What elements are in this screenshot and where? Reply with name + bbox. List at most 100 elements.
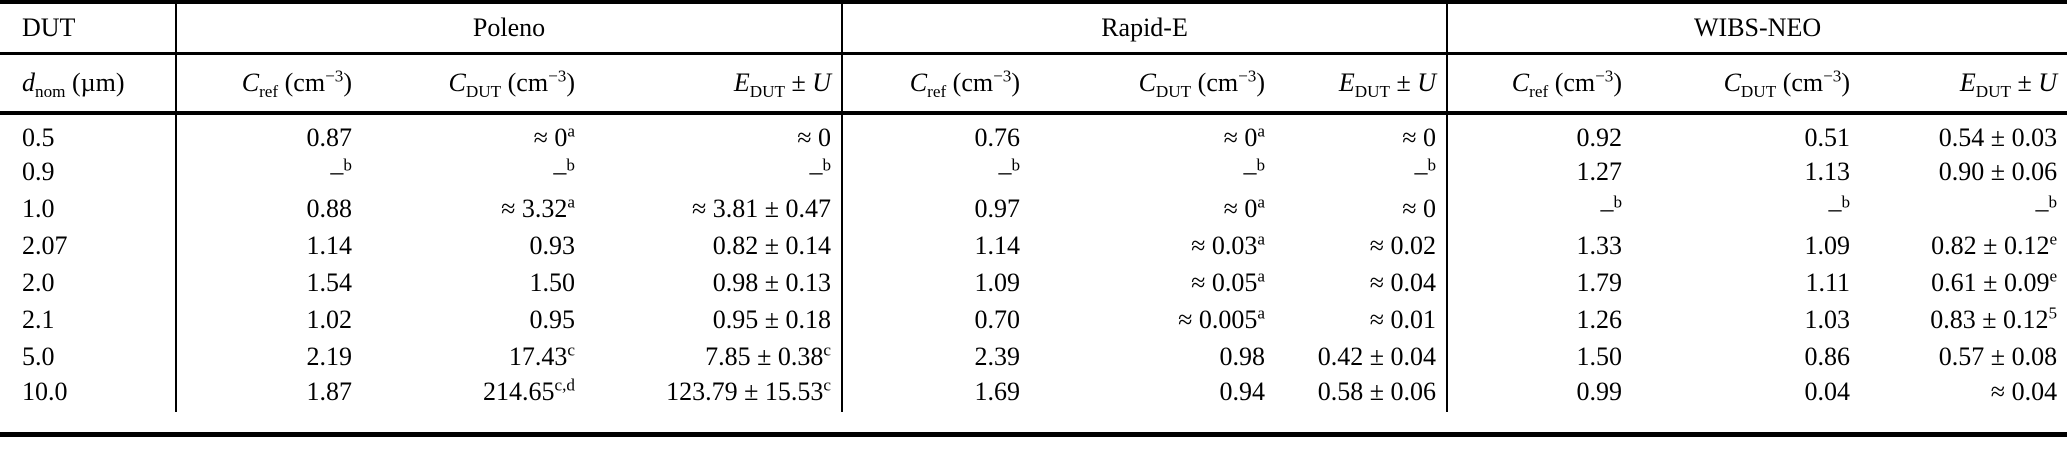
value-cell: 123.79 ± 15.53c (666, 374, 832, 406)
results-table: DUT Poleno Rapid-E WIBS-NEO dnom (µm) Cr… (0, 0, 2067, 412)
value-cell: 0.83 ± 0.125 (1930, 302, 2058, 334)
value-cell: ≈ 0.05a (1191, 265, 1266, 297)
value-cell: ≈ 0.04 (1369, 267, 1437, 297)
value-cell: 0.76 (841, 113, 1031, 153)
value-cell: 1.03 (1804, 304, 1851, 334)
value-cell: 0.97 (841, 190, 1031, 227)
column-header-dnom: dnom (µm) (0, 53, 176, 115)
value-cell: 1.09 (841, 264, 1031, 301)
value-cell: 0.94 (1219, 376, 1266, 406)
row-label-cell: 0.5 (22, 123, 55, 152)
column-header-cdut: CDUT (cm−3) (1632, 53, 1861, 115)
value-cell: 1.11 (1805, 267, 1851, 297)
value-cell: 1.14 (175, 227, 362, 264)
row-label-cell: 2.0 (22, 267, 55, 297)
value-cell: 0.93 (529, 230, 576, 260)
value-cell: 7.85 ± 0.38c (705, 339, 832, 371)
value-cell: 0.58 ± 0.06 (1317, 376, 1437, 406)
table-row: 10.0 1.87 214.65c,d 123.79 ± 15.53c 1.69 0.94… (0, 375, 2067, 412)
row-label-cell: 5.0 (22, 341, 55, 371)
value-cell: ≈ 0a (1223, 121, 1266, 152)
value-cell: 17.43c (508, 339, 575, 371)
value-cell: 0.92 (1446, 113, 1633, 153)
value-cell: 1.69 (841, 375, 1031, 412)
column-header-cref: Cref (cm−3) (1446, 53, 1633, 115)
group-header-wibs-neo: WIBS-NEO (1446, 2, 2067, 55)
value-cell: 1.27 (1446, 153, 1633, 190)
table-row: 1.0 0.88 ≈ 3.32a ≈ 3.81 ± 0.47 0.97 ≈ 0a ≈ 0 –b… (0, 190, 2067, 227)
value-cell: ≈ 0a (1223, 191, 1266, 223)
column-header-edut: EDUT ± U (585, 53, 843, 115)
column-header-row: dnom (µm) Cref (cm−3) CDUT (cm−3) EDUT ±… (0, 53, 2067, 115)
value-cell: 0.98 ± 0.13 (712, 267, 832, 297)
group-header-rapid-e: Rapid-E (841, 2, 1448, 55)
value-cell: –b (1414, 154, 1437, 186)
value-cell: 0.90 ± 0.06 (1938, 156, 2058, 186)
value-cell: ≈ 0.03a (1191, 228, 1266, 260)
value-cell: 1.14 (841, 227, 1031, 264)
value-cell: 1.50 (529, 267, 576, 297)
value-cell: 0.54 ± 0.03 (1938, 123, 2058, 152)
column-header-cref: Cref (cm−3) (841, 53, 1031, 115)
value-cell: 0.57 ± 0.08 (1938, 341, 2058, 371)
table-header: DUT Poleno Rapid-E WIBS-NEO dnom (µm) Cr… (0, 2, 2067, 115)
table-row: 0.9 –b –b –b –b –b –b 1.27 1.13 0.90 ± 0.06 (0, 153, 2067, 190)
value-cell: 0.82 ± 0.12e (1931, 228, 2058, 260)
value-cell: 2.39 (841, 338, 1031, 375)
value-cell: 1.26 (1446, 301, 1633, 338)
value-cell: 0.04 (1804, 376, 1851, 406)
value-cell: ≈ 0 (1402, 193, 1437, 223)
value-cell: –b (553, 154, 575, 186)
table-row: 5.0 2.19 17.43c 7.85 ± 0.38c 2.39 0.98 0.42 ± … (0, 338, 2067, 375)
value-cell: 0.98 (1219, 341, 1266, 371)
row-label-cell: 10.0 (22, 376, 68, 406)
value-cell: 2.19 (175, 338, 362, 375)
row-label-cell: 1.0 (22, 193, 55, 223)
table-row: 2.07 1.14 0.93 0.82 ± 0.14 1.14 ≈ 0.03a ≈ 0.02… (0, 227, 2067, 264)
value-cell: 0.82 ± 0.14 (712, 230, 832, 260)
table-row: 2.1 1.02 0.95 0.95 ± 0.18 0.70 ≈ 0.005a ≈ 0.01… (0, 301, 2067, 338)
value-cell: 214.65c,d (483, 374, 575, 406)
row-label-cell: 2.1 (22, 304, 55, 334)
value-cell: ≈ 0.02 (1369, 230, 1437, 260)
column-header-cref: Cref (cm−3) (175, 53, 362, 115)
value-cell: 1.13 (1804, 156, 1851, 186)
value-cell: –b (1828, 191, 1851, 223)
value-cell: 1.33 (1446, 227, 1633, 264)
table-body: 0.5 0.87 ≈ 0a ≈ 0 0.76 ≈ 0a ≈ 0 0.92 0.51 0.54 ± … (0, 113, 2067, 412)
value-cell: –b (1446, 190, 1633, 227)
value-cell: –b (2035, 191, 2058, 223)
table-row: 2.0 1.54 1.50 0.98 ± 0.13 1.09 ≈ 0.05a ≈ 0.04 1… (0, 264, 2067, 301)
value-cell: 1.02 (175, 301, 362, 338)
value-cell: ≈ 0 (1402, 123, 1437, 152)
column-header-cdut: CDUT (cm−3) (362, 53, 585, 115)
value-cell: ≈ 0.01 (1369, 304, 1437, 334)
value-cell: –b (809, 154, 832, 186)
group-header-dut: DUT (0, 2, 176, 55)
value-cell: –b (841, 153, 1031, 190)
value-cell: ≈ 0.005a (1178, 302, 1266, 334)
value-cell: 1.79 (1446, 264, 1633, 301)
table-row: 0.5 0.87 ≈ 0a ≈ 0 0.76 ≈ 0a ≈ 0 0.92 0.51 0.54 ± … (0, 113, 2067, 153)
value-cell: ≈ 0a (533, 121, 575, 152)
value-cell: 0.95 ± 0.18 (712, 304, 832, 334)
value-cell: ≈ 3.81 ± 0.47 (691, 193, 832, 223)
value-cell: 0.99 (1446, 375, 1633, 412)
value-cell: 1.09 (1804, 230, 1851, 260)
column-header-cdut: CDUT (cm−3) (1030, 53, 1276, 115)
value-cell: –b (175, 153, 362, 190)
value-cell: –b (1243, 154, 1266, 186)
value-cell: ≈ 0.04 (1990, 376, 2058, 406)
value-cell: ≈ 3.32a (501, 191, 575, 223)
column-header-edut: EDUT ± U (1275, 53, 1448, 115)
group-header-poleno: Poleno (174, 2, 843, 55)
row-label-cell: 2.07 (22, 230, 68, 260)
value-cell: ≈ 0 (797, 123, 832, 152)
value-cell: 1.54 (175, 264, 362, 301)
value-cell: 0.51 (1804, 123, 1851, 152)
group-header-row: DUT Poleno Rapid-E WIBS-NEO (0, 2, 2067, 55)
table-bottom-rule (0, 432, 2067, 437)
value-cell: 0.88 (175, 190, 362, 227)
value-cell: 0.87 (175, 113, 362, 153)
